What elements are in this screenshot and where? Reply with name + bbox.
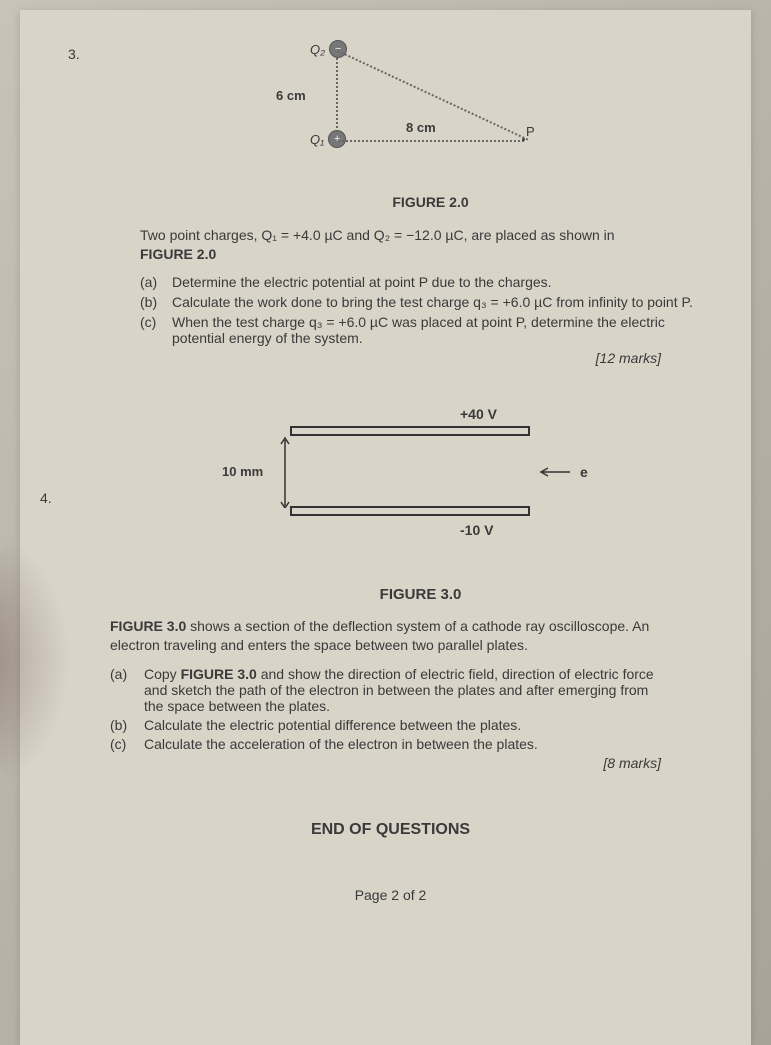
q3-part-a: (a) Determine the electric potential at … xyxy=(140,274,701,290)
point-p-label: P xyxy=(526,124,535,139)
q4-marks: [8 marks] xyxy=(80,755,661,771)
q4-intro: FIGURE 3.0 shows a section of the deflec… xyxy=(110,617,671,656)
figure-3: +40 V 10 mm -10 V e xyxy=(220,406,600,556)
q3-part-letter: (a) xyxy=(140,274,172,290)
q2-label: Q₂ xyxy=(310,42,325,57)
label-plus40v: +40 V xyxy=(460,406,497,422)
q3-intro-text: Two point charges, Q₁ = +4.0 µC and Q₂ =… xyxy=(140,227,615,243)
q4-part-b: (b) Calculate the electric potential dif… xyxy=(110,717,701,733)
q4-part-c: (c) Calculate the acceleration of the el… xyxy=(110,736,701,752)
dashed-horizontal-line xyxy=(338,140,524,142)
figure-3-caption: FIGURE 3.0 xyxy=(140,586,701,603)
electron-label: e xyxy=(580,464,588,480)
q4-intro-rest: shows a section of the deflection system… xyxy=(110,618,649,654)
q4-part-text: Calculate the acceleration of the electr… xyxy=(144,736,701,752)
bottom-plate xyxy=(290,506,530,516)
figure-2-caption: FIGURE 2.0 xyxy=(160,194,701,210)
q1-ball-icon: + xyxy=(328,130,346,148)
charge-q1: Q₁ + xyxy=(310,130,346,148)
q4-intro-figref: FIGURE 3.0 xyxy=(110,618,186,634)
q3-part-letter: (c) xyxy=(140,314,172,346)
electron-arrow: e xyxy=(538,464,588,480)
q4-part-text: Calculate the electric potential differe… xyxy=(144,717,701,733)
q3-intro-figref: FIGURE 2.0 xyxy=(140,246,216,262)
q4-part-letter: (a) xyxy=(110,666,144,714)
q3-marks: [12 marks] xyxy=(80,350,661,366)
q4-number: 4. xyxy=(40,490,52,506)
q3-part-b: (b) Calculate the work done to bring the… xyxy=(140,294,701,310)
figure-2: Q₂ − Q₁ + 6 cm 8 cm P xyxy=(290,40,610,190)
arrow-left-icon xyxy=(538,466,572,478)
q3-parts: (a) Determine the electric potential at … xyxy=(140,274,701,346)
q4-parts: (a) Copy FIGURE 3.0 and show the directi… xyxy=(110,666,701,752)
label-8cm: 8 cm xyxy=(406,120,436,135)
q4-part-text: Copy FIGURE 3.0 and show the direction o… xyxy=(144,666,701,714)
q1-label: Q₁ xyxy=(310,132,324,147)
q4-part-letter: (b) xyxy=(110,717,144,733)
page-number: Page 2 of 2 xyxy=(80,887,701,903)
gap-arrow-icon xyxy=(278,436,292,508)
q3-intro: Two point charges, Q₁ = +4.0 µC and Q₂ =… xyxy=(140,226,701,264)
charge-q2: Q₂ − xyxy=(310,40,347,58)
end-of-questions: END OF QUESTIONS xyxy=(80,821,701,839)
q3-part-text: When the test charge q₃ = +6.0 µC was pl… xyxy=(172,314,701,346)
q3-part-text: Calculate the work done to bring the tes… xyxy=(172,294,701,310)
q3-part-c: (c) When the test charge q₃ = +6.0 µC wa… xyxy=(140,314,701,346)
top-plate xyxy=(290,426,530,436)
q4-part-letter: (c) xyxy=(110,736,144,752)
label-10mm: 10 mm xyxy=(222,464,263,479)
label-minus10v: -10 V xyxy=(460,522,493,538)
q4-part-a: (a) Copy FIGURE 3.0 and show the directi… xyxy=(110,666,701,714)
dashed-vertical-line xyxy=(336,58,338,132)
q4a-pre: Copy xyxy=(144,666,181,682)
q3-number: 3. xyxy=(68,46,80,62)
label-6cm: 6 cm xyxy=(276,88,306,103)
q3-part-text: Determine the electric potential at poin… xyxy=(172,274,701,290)
q3-part-letter: (b) xyxy=(140,294,172,310)
point-p-dot xyxy=(522,138,525,141)
thumb-shadow xyxy=(0,530,70,790)
q4a-bold: FIGURE 3.0 xyxy=(181,666,257,682)
exam-page: 3. Q₂ − Q₁ + 6 cm 8 cm P FIGURE 2.0 Two … xyxy=(20,10,751,1045)
